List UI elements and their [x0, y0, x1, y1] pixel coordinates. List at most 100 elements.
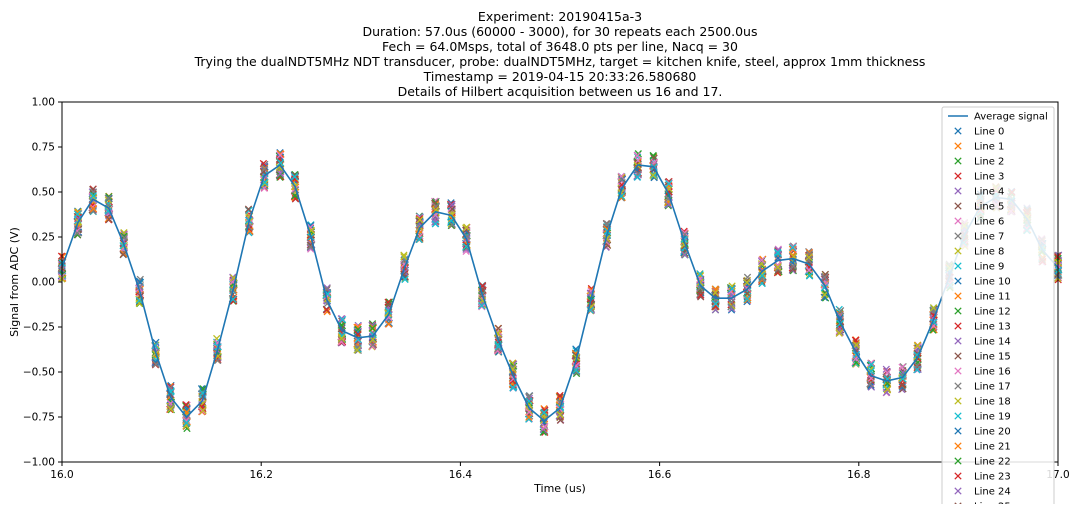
- scatter-point: [867, 360, 875, 369]
- scatter-point: [914, 363, 922, 372]
- scatter-point: [728, 305, 736, 313]
- x-tick-label: 16.2: [250, 469, 273, 481]
- scatter-point: [758, 256, 766, 264]
- legend-label: Average signal: [974, 112, 1048, 123]
- legend-label: Line 13: [974, 322, 1011, 333]
- scatter-point: [89, 205, 98, 213]
- legend-x-marker: [954, 307, 962, 315]
- scatter-point: [789, 243, 797, 252]
- legend-x-marker: [954, 292, 962, 300]
- legend-x-marker: [954, 397, 962, 405]
- legend-label: Line 6: [974, 217, 1004, 228]
- x-tick-label: 16.8: [847, 469, 870, 481]
- scatter-point: [556, 391, 564, 400]
- scatter-point: [368, 342, 377, 351]
- scatter-point: [260, 165, 269, 173]
- scatter-point: [509, 384, 517, 392]
- scatter-point: [572, 368, 581, 376]
- scatter-point: [322, 305, 331, 314]
- scatter-point: [385, 320, 393, 328]
- scatter-point: [899, 375, 907, 383]
- y-tick-label: 0.75: [32, 142, 55, 154]
- scatter-point: [463, 232, 471, 240]
- scatter-point: [712, 302, 720, 311]
- scatter-point: [929, 304, 938, 312]
- scatter-point: [89, 192, 98, 200]
- scatter-point: [820, 293, 829, 302]
- legend-label: Line 0: [974, 127, 1004, 138]
- legend-x-marker: [954, 487, 962, 495]
- scatter-point: [275, 163, 283, 171]
- legend-label: Line 5: [974, 202, 1004, 213]
- legend-label: Line 11: [974, 292, 1011, 303]
- scatter-point: [774, 248, 782, 257]
- legend-label: Line 12: [974, 307, 1011, 318]
- title-line-4: Trying the dualNDT5MHz NDT transducer, p…: [194, 54, 926, 69]
- legend-x-marker: [954, 217, 962, 225]
- scatter-point: [539, 428, 547, 436]
- scatter-point: [898, 381, 906, 389]
- scatter-point: [368, 333, 377, 341]
- scatter-point: [929, 306, 937, 314]
- scatter-point: [276, 151, 284, 159]
- scatter-point: [728, 282, 736, 290]
- scatter-point: [448, 205, 456, 213]
- scatter-point: [525, 415, 533, 423]
- scatter-point: [711, 289, 719, 297]
- scatter-point: [525, 394, 534, 403]
- scatter-point: [401, 275, 409, 284]
- average-signal-line: [61, 163, 1059, 422]
- scatter-point: [712, 300, 720, 308]
- legend-x-marker: [954, 142, 962, 150]
- legend-label: Line 7: [974, 232, 1004, 243]
- scatter-point: [696, 270, 704, 278]
- x-tick-label: 16.0: [50, 469, 73, 481]
- scatter-point: [353, 346, 361, 354]
- legend-x-marker: [954, 367, 962, 375]
- x-tick-label: 16.6: [648, 469, 672, 481]
- y-tick-label: −0.75: [23, 412, 55, 424]
- legend-label: Line 9: [974, 262, 1004, 273]
- scatter-point: [244, 205, 253, 213]
- title-line-2: Duration: 57.0us (60000 - 3000), for 30 …: [362, 24, 757, 39]
- scatter-point: [354, 325, 362, 334]
- scatter-point: [89, 185, 97, 194]
- legend-x-marker: [954, 322, 962, 330]
- scatter-point: [883, 369, 891, 377]
- scatter-point: [431, 218, 439, 226]
- scatter-point: [789, 251, 797, 259]
- legend-label: Line 8: [974, 247, 1004, 258]
- legend-label: Line 20: [974, 427, 1011, 438]
- scatter-point: [743, 278, 751, 287]
- scatter-point: [105, 215, 113, 223]
- legend-label: Line 18: [974, 397, 1011, 408]
- scatter-point: [898, 363, 906, 371]
- scatter-point: [774, 265, 782, 273]
- scatter-point: [821, 270, 830, 279]
- scatter-point: [805, 272, 814, 280]
- scatter-point: [478, 301, 486, 310]
- scatter-point: [463, 223, 471, 231]
- scatter-point: [354, 343, 362, 352]
- scatter-point: [680, 251, 689, 259]
- scatter-point: [758, 269, 766, 278]
- scatter-point: [774, 246, 782, 254]
- scatter-point: [73, 210, 82, 218]
- y-tick-label: 0.50: [32, 187, 55, 199]
- y-axis-label: Signal from ADC (V): [8, 227, 21, 337]
- scatter-point: [119, 250, 127, 259]
- legend-x-marker: [954, 472, 962, 480]
- legend-x-marker: [954, 202, 962, 210]
- legend-box: [941, 106, 1055, 508]
- scatter-point: [478, 303, 486, 311]
- scatter-point: [789, 262, 798, 270]
- scatter-point: [167, 405, 175, 413]
- scatter-point: [276, 171, 285, 179]
- scatter-point: [337, 334, 346, 343]
- scatter-point: [338, 315, 347, 324]
- y-tick-label: −1.00: [23, 457, 55, 469]
- scatter-point: [913, 362, 921, 370]
- legend-x-marker: [954, 172, 962, 180]
